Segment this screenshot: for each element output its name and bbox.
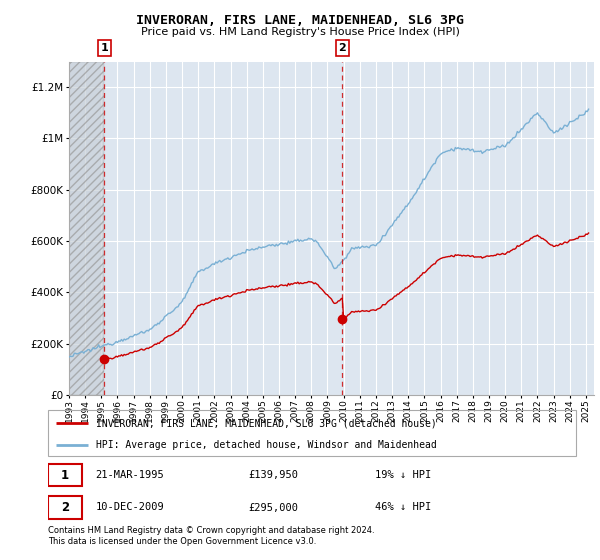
Text: £295,000: £295,000 [248, 502, 299, 512]
Text: Contains HM Land Registry data © Crown copyright and database right 2024.: Contains HM Land Registry data © Crown c… [48, 526, 374, 535]
Text: 46% ↓ HPI: 46% ↓ HPI [376, 502, 431, 512]
Text: £139,950: £139,950 [248, 470, 299, 480]
Text: 2: 2 [61, 501, 69, 514]
Text: 2: 2 [338, 43, 346, 53]
Text: 1: 1 [61, 469, 69, 482]
FancyBboxPatch shape [48, 464, 82, 487]
FancyBboxPatch shape [48, 496, 82, 519]
Text: 1: 1 [101, 43, 108, 53]
Text: INVERORAN, FIRS LANE, MAIDENHEAD, SL6 3PG: INVERORAN, FIRS LANE, MAIDENHEAD, SL6 3P… [136, 14, 464, 27]
Text: 21-MAR-1995: 21-MAR-1995 [95, 470, 164, 480]
Text: 10-DEC-2009: 10-DEC-2009 [95, 502, 164, 512]
Text: This data is licensed under the Open Government Licence v3.0.: This data is licensed under the Open Gov… [48, 538, 316, 547]
Text: Price paid vs. HM Land Registry's House Price Index (HPI): Price paid vs. HM Land Registry's House … [140, 27, 460, 38]
Text: HPI: Average price, detached house, Windsor and Maidenhead: HPI: Average price, detached house, Wind… [95, 440, 436, 450]
Text: 19% ↓ HPI: 19% ↓ HPI [376, 470, 431, 480]
Text: INVERORAN, FIRS LANE, MAIDENHEAD, SL6 3PG (detached house): INVERORAN, FIRS LANE, MAIDENHEAD, SL6 3P… [95, 418, 436, 428]
